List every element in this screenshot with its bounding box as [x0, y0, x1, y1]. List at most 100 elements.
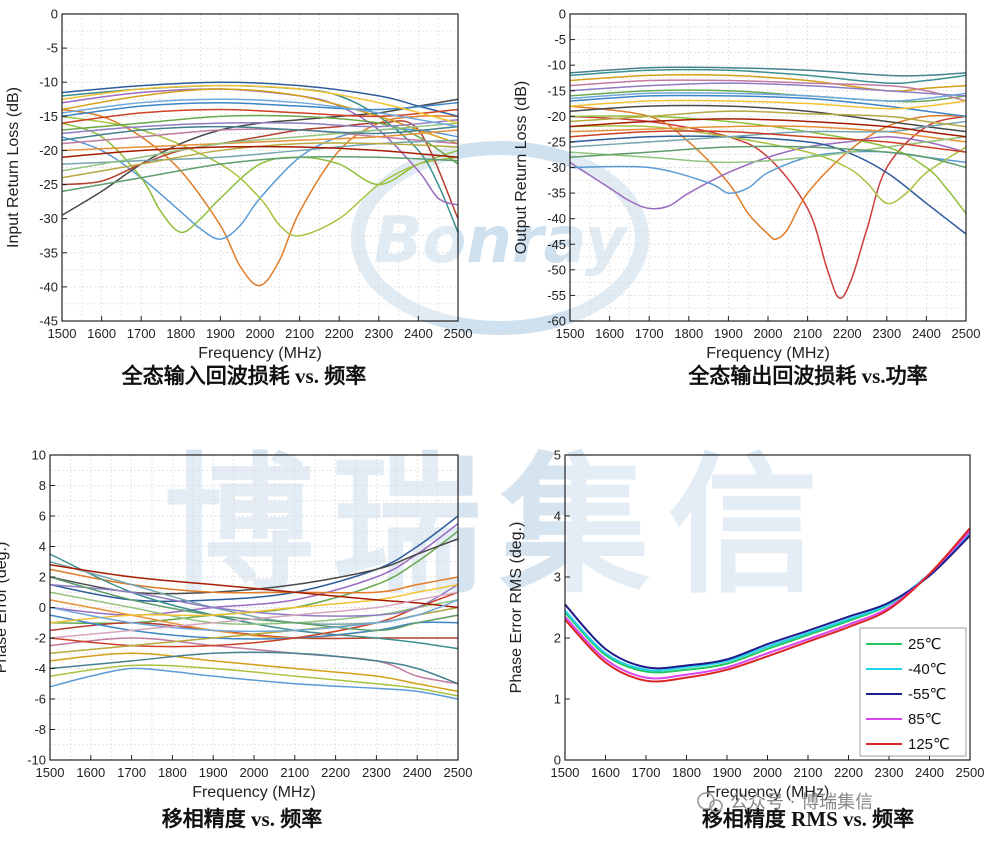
x-tick-label: 2300 — [364, 326, 393, 341]
legend-label: 85℃ — [908, 711, 942, 728]
x-tick-label: 1600 — [591, 765, 620, 780]
series-line-15 — [61, 122, 459, 172]
series-line-21 — [569, 66, 967, 77]
x-tick-label: 2200 — [325, 326, 354, 341]
series-line-1 — [569, 115, 967, 299]
legend-label: -55℃ — [908, 686, 947, 703]
series-line-22 — [569, 118, 967, 138]
y-tick-label: 8 — [39, 478, 46, 493]
x-tick-label: 2000 — [754, 326, 783, 341]
series-line-20 — [49, 583, 459, 624]
y-tick-label: 4 — [39, 539, 46, 554]
series-line-6 — [49, 667, 459, 700]
x-tick-label: 2500 — [444, 326, 473, 341]
chart-input_return_loss: 1500 1600 1700 1800 1900 2000 2100 2200 2300 2400… — [5, 7, 472, 389]
x-tick-label: 2000 — [246, 326, 275, 341]
series-line-19 — [569, 82, 967, 97]
series-line-18 — [569, 130, 967, 153]
y-axis-label: Input Return Loss (dB) — [5, 87, 22, 248]
y-tick-label: -6 — [34, 692, 46, 707]
y-tick-label: -50 — [547, 262, 566, 277]
series-line-17 — [49, 583, 459, 617]
series-group — [569, 66, 967, 299]
series-line-23 — [49, 599, 459, 633]
x-tick-label: 2300 — [875, 765, 904, 780]
series-line-20 — [569, 99, 967, 110]
y-tick-label: -4 — [34, 661, 46, 676]
y-tick-label: -15 — [39, 109, 58, 124]
y-axis-label: Phase Error (deg.) — [0, 542, 10, 674]
x-tick-label: 1600 — [595, 326, 624, 341]
x-tick-label: 1800 — [158, 765, 187, 780]
x-tick-label: 2200 — [321, 765, 350, 780]
y-axis-label: Phase Error RMS (deg.) — [508, 522, 525, 694]
series-group — [61, 81, 459, 287]
y-tick-label: -35 — [547, 186, 566, 201]
chart-output_return_loss: 1500 1600 1700 1800 1900 2000 2100 2200 2300 2400… — [513, 7, 980, 389]
y-tick-label: -60 — [547, 314, 566, 329]
y-tick-label: -20 — [39, 143, 58, 158]
y-tick-label: 5 — [554, 448, 561, 463]
y-tick-label: 0 — [559, 7, 566, 22]
watermark-ring — [351, 141, 649, 335]
y-tick-label: -8 — [34, 722, 46, 737]
x-tick-label: 2400 — [915, 765, 944, 780]
x-tick-label: 2200 — [834, 765, 863, 780]
series-line-21 — [49, 564, 459, 609]
legend-label: 125℃ — [908, 736, 950, 753]
x-tick-label: 1900 — [714, 326, 743, 341]
x-tick-label: 2500 — [444, 765, 473, 780]
x-tick-label: 1500 — [48, 326, 77, 341]
watermark-big-text: 博瑞集信 — [164, 440, 836, 614]
y-tick-label: -10 — [39, 75, 58, 90]
x-tick-label: 1600 — [87, 326, 116, 341]
y-tick-label: 2 — [554, 631, 561, 646]
series-line-3 — [569, 136, 967, 210]
y-tick-label: -35 — [39, 245, 58, 260]
series-line-19 — [61, 155, 459, 193]
x-tick-label: 1800 — [674, 326, 703, 341]
series-line-4 — [569, 135, 967, 235]
series-line-6 — [569, 125, 967, 205]
y-tick-label: 3 — [554, 570, 561, 585]
x-tick-label: 1700 — [127, 326, 156, 341]
x-axis-label: Frequency (MHz) — [706, 345, 830, 362]
y-tick-label: 4 — [554, 509, 561, 524]
series-line-4 — [61, 115, 459, 237]
series-line-23 — [569, 145, 967, 169]
series-line-17 — [61, 101, 459, 118]
legend-box — [859, 627, 967, 757]
chart-caption: 全态输入回波损耗 vs. 频率 — [121, 364, 366, 388]
y-tick-label: 0 — [39, 600, 46, 615]
series-line-23 — [61, 145, 459, 159]
series-line-15 — [569, 136, 967, 164]
y-tick-label: -40 — [39, 279, 58, 294]
y-tick-label: -5 — [46, 41, 58, 56]
x-tick-label: 1500 — [556, 326, 585, 341]
x-tick-label: 2400 — [404, 326, 433, 341]
chart-caption: 全态输出回波损耗 vs.功率 — [687, 364, 927, 388]
x-axis-label: Frequency (MHz) — [706, 784, 830, 801]
x-tick-label: 1500 — [36, 765, 65, 780]
footer-text: 公众号 · 博瑞集信 — [730, 792, 873, 813]
series-line-22 — [61, 125, 459, 141]
y-tick-label: -45 — [39, 314, 58, 329]
y-tick-label: -25 — [547, 134, 566, 149]
x-tick-label: 2100 — [794, 765, 823, 780]
chart-phase_error_rms: 1500 1600 1700 1800 1900 2000 2100 2200 2300 2400… — [508, 448, 984, 832]
x-tick-label: 2300 — [362, 765, 391, 780]
series-line-12 — [61, 128, 459, 145]
series-line-24 — [569, 92, 967, 102]
series-line-6 — [61, 120, 459, 219]
series-line-13 — [61, 129, 459, 152]
x-tick-label: 2100 — [280, 765, 309, 780]
x-tick-label: 1600 — [76, 765, 105, 780]
footer-watermark: 公众号 · 博瑞集信 — [697, 792, 873, 813]
watermark: Bonray 博瑞集信 — [164, 141, 836, 614]
series-line-14 — [569, 120, 967, 148]
legend: 25℃ -40℃ -55℃ 85℃ 125℃ — [859, 627, 967, 757]
y-tick-label: -40 — [547, 211, 566, 226]
x-tick-label: 2500 — [952, 326, 981, 341]
series-line-9 — [569, 74, 967, 92]
